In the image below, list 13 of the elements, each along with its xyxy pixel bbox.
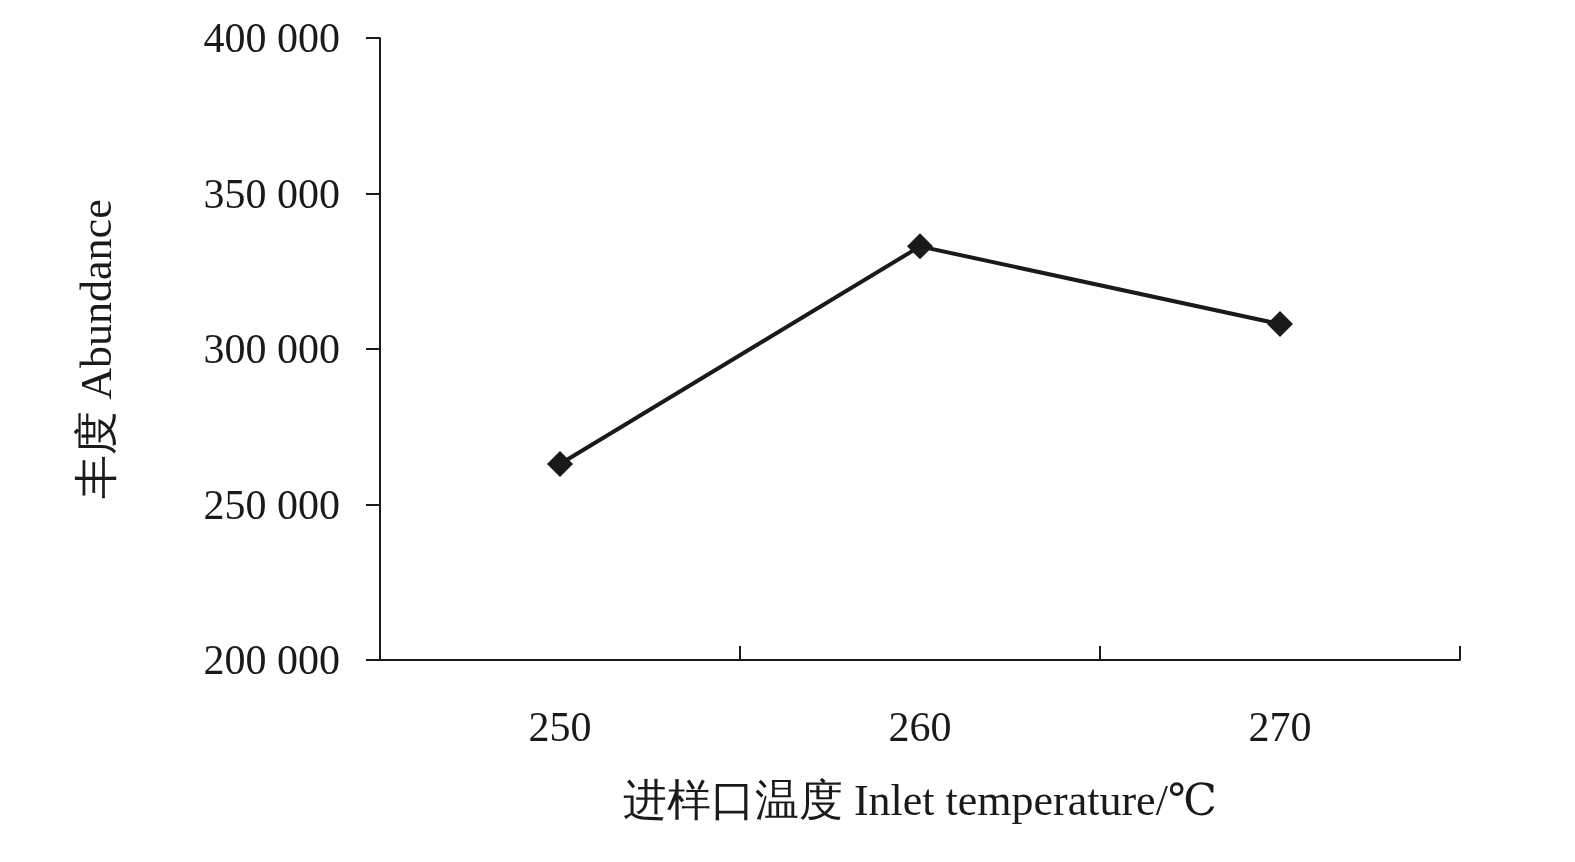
y-tick-label: 250 000 bbox=[203, 481, 340, 528]
y-axis-title: 丰度 Abundance bbox=[71, 199, 121, 499]
point bbox=[1267, 311, 1293, 338]
y-tick-label: 350 000 bbox=[203, 170, 340, 217]
y-tick-label: 200 000 bbox=[203, 637, 340, 683]
x-tick-label: 270 bbox=[1248, 704, 1312, 750]
y-tick-label: 400 000 bbox=[203, 15, 340, 61]
y-tick-label: 300 000 bbox=[203, 326, 340, 372]
point bbox=[547, 451, 573, 478]
x-tick-label: 250 bbox=[528, 704, 592, 750]
point bbox=[907, 233, 933, 260]
x-tick-label: 260 bbox=[888, 704, 952, 750]
x-axis-title: 进样口温度 Inlet temperature/℃ bbox=[622, 775, 1218, 825]
